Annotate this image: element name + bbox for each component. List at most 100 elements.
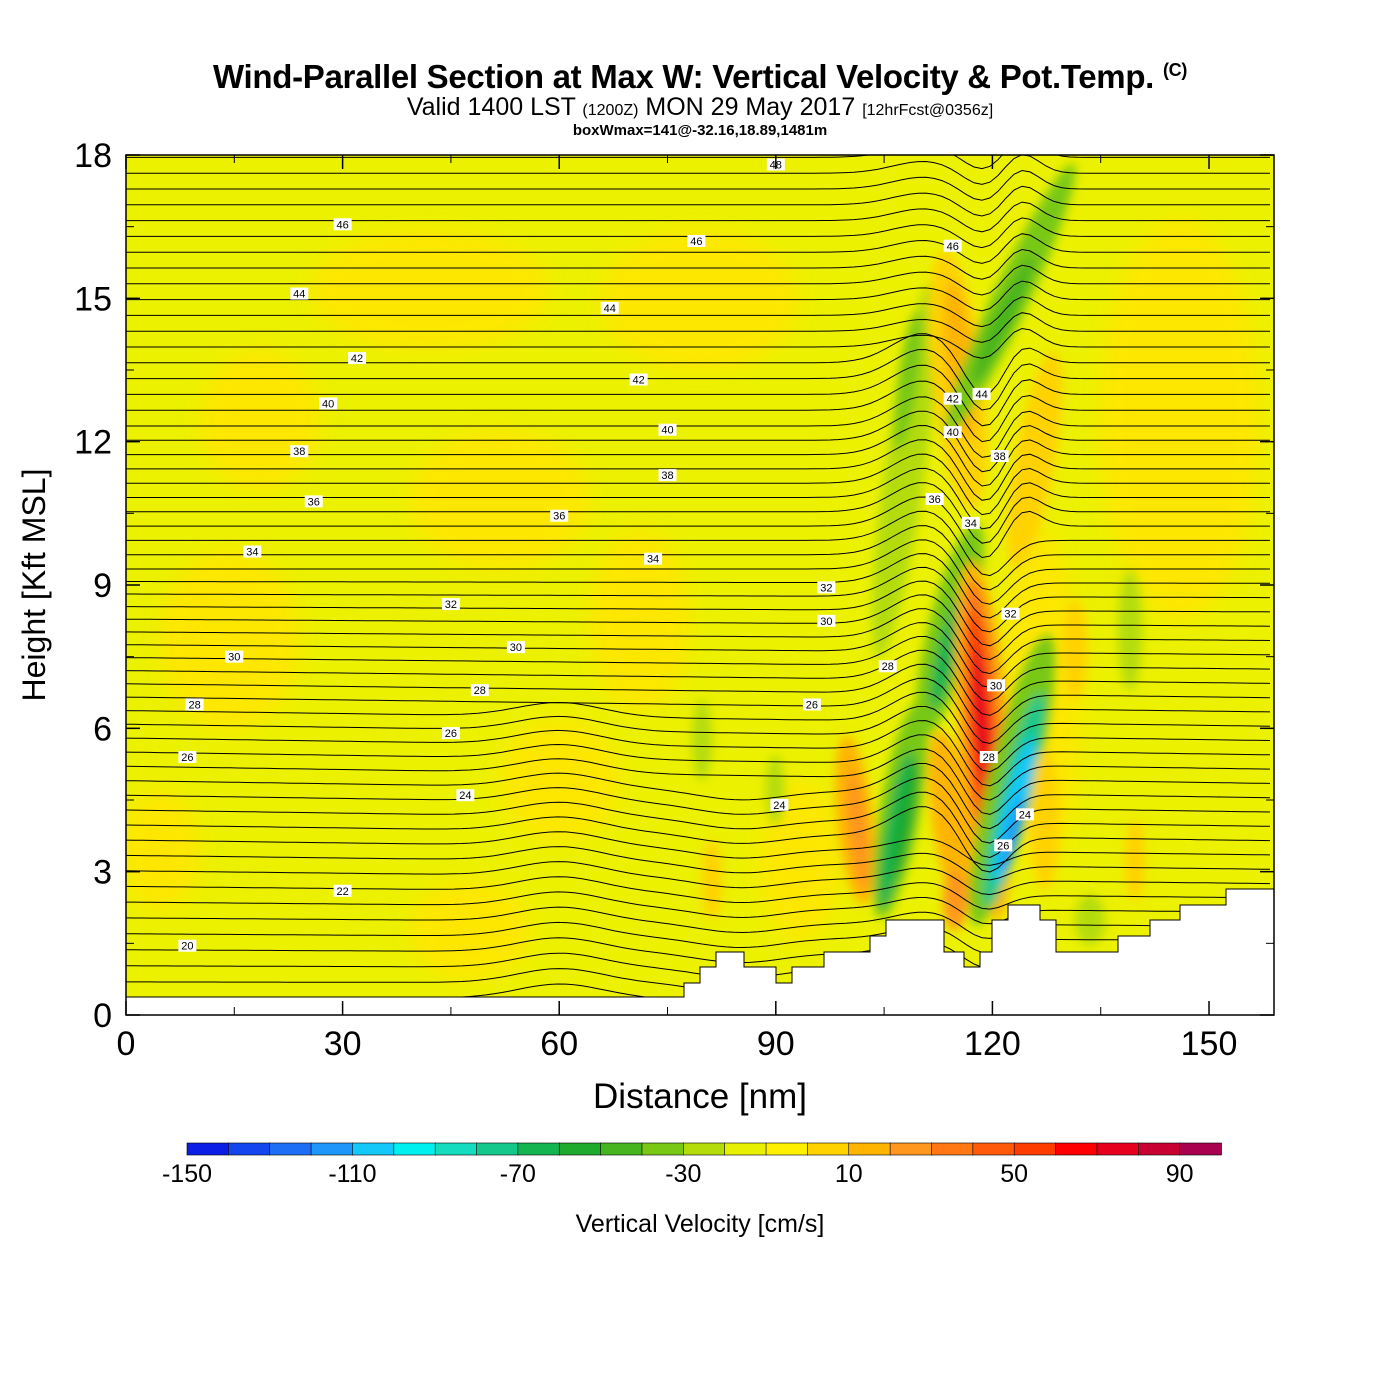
theta-contour	[126, 553, 1270, 619]
theta-contour	[126, 396, 1270, 458]
colorbar-tick-label: 90	[1166, 1160, 1194, 1188]
theta-contour	[126, 424, 1270, 487]
theta-label: 46	[947, 241, 959, 253]
theta-contour	[126, 861, 1271, 896]
theta-label-bg	[943, 239, 962, 252]
x-tick-label: 150	[1181, 1025, 1238, 1063]
theta-contour	[126, 677, 1271, 745]
theta-label: 40	[322, 398, 334, 410]
colorbar-swatch	[1096, 1142, 1140, 1156]
theta-label: 34	[246, 547, 258, 559]
theta-contour	[126, 636, 1271, 702]
theta-label-bg	[333, 884, 352, 897]
theta-contour	[126, 622, 1271, 689]
colorbar	[186, 1142, 1222, 1156]
theta-label-bg	[178, 751, 197, 763]
theta-contour	[126, 720, 1271, 787]
theta-label-bg	[178, 939, 197, 952]
colorbar-swatch	[724, 1142, 767, 1156]
theta-contour	[126, 296, 1270, 328]
theta-contour	[126, 264, 1270, 296]
theta-label-bg	[979, 751, 998, 763]
theta-label-bg	[290, 445, 309, 458]
theta-contour	[126, 594, 1271, 661]
colorbar-swatch	[765, 1142, 809, 1156]
theta-label-bg	[878, 660, 897, 673]
theta-label: 24	[459, 790, 471, 802]
theta-label-bg	[817, 614, 836, 627]
theta-label: 28	[882, 661, 894, 673]
theta-contour	[126, 763, 1271, 830]
theta-contour	[126, 608, 1271, 675]
y-tick-label: 18	[74, 137, 112, 175]
theta-contour	[126, 566, 1270, 633]
theta-contour	[126, 155, 1270, 170]
colorbar-tick-label: -150	[162, 1160, 212, 1188]
theta-label: 20	[181, 941, 193, 953]
colorbar-tick-label: -70	[500, 1160, 536, 1188]
theta-contour	[126, 201, 1270, 233]
theta-label: 36	[929, 494, 941, 506]
x-tick-label: 0	[117, 1025, 136, 1063]
theta-contour	[126, 510, 1270, 577]
theta-label-bg	[990, 450, 1009, 462]
colorbar-swatch	[228, 1142, 271, 1156]
theta-label: 22	[336, 886, 348, 898]
theta-contour	[126, 663, 1271, 730]
theta-label-bg	[185, 698, 204, 711]
theta-label: 38	[661, 470, 673, 482]
theta-label: 38	[293, 446, 305, 458]
theta-contour	[126, 333, 1270, 395]
colorbar-swatch	[807, 1142, 850, 1156]
colorbar-swatch	[558, 1142, 602, 1156]
colorbar-swatch	[434, 1142, 478, 1156]
theta-label: 42	[947, 394, 959, 406]
theta-label: 30	[820, 616, 832, 628]
theta-label-bg	[225, 650, 244, 663]
theta-contour	[126, 706, 1271, 773]
theta-contour	[126, 496, 1270, 559]
theta-label: 36	[308, 496, 320, 508]
theta-contour	[126, 185, 1270, 217]
colorbar-swatch	[848, 1142, 891, 1156]
colorbar-swatch	[600, 1142, 643, 1156]
theta-label: 40	[947, 427, 959, 439]
y-tick-label: 9	[93, 567, 112, 605]
theta-label-bg	[644, 552, 663, 565]
theta-label: 42	[633, 375, 645, 387]
colorbar-swatch	[186, 1142, 230, 1156]
colorbar-swatch	[889, 1142, 933, 1156]
theta-contour	[126, 580, 1271, 647]
theta-label-bg	[629, 373, 648, 386]
theta-label-bg	[456, 789, 475, 802]
theta-label-bg	[1015, 808, 1034, 821]
theta-label-bg	[817, 581, 836, 594]
colorbar-tick-label: -30	[665, 1160, 701, 1188]
theta-contour	[126, 439, 1270, 501]
theta-label: 26	[806, 699, 818, 711]
theta-label: 36	[553, 511, 565, 523]
colorbar-swatch	[931, 1142, 974, 1156]
theta-label: 34	[647, 554, 659, 566]
theta-label: 26	[445, 728, 457, 740]
theta-contour	[126, 846, 1271, 881]
plot-area: 20 22 24 24 26 26 26 28 28 30 30 30 32 32 34 34 36 36 36 38…	[126, 155, 1274, 1015]
theta-contour	[126, 248, 1270, 280]
x-tick-label: 120	[964, 1025, 1021, 1063]
theta-label: 28	[474, 685, 486, 697]
theta-label: 44	[293, 289, 305, 301]
theta-contour	[126, 649, 1271, 716]
theta-contour	[126, 777, 1271, 844]
theta-label: 26	[997, 840, 1009, 852]
valid-time: Valid 1400 LST (1200Z) MON 29 May 2017 […	[406, 93, 994, 121]
theta-label-bg	[550, 509, 569, 522]
colorbar-swatch	[476, 1142, 519, 1156]
theta-label-bg	[319, 397, 338, 410]
terrain	[126, 888, 1274, 1015]
theta-label-bg	[658, 423, 677, 436]
theta-contour	[126, 482, 1270, 544]
theta-contour	[126, 453, 1270, 516]
theta-label-bg	[925, 493, 944, 505]
theta-label-bg	[972, 387, 991, 400]
chart-subtitle: boxWmax=141@-32.16,18.89,1481m	[572, 122, 828, 139]
